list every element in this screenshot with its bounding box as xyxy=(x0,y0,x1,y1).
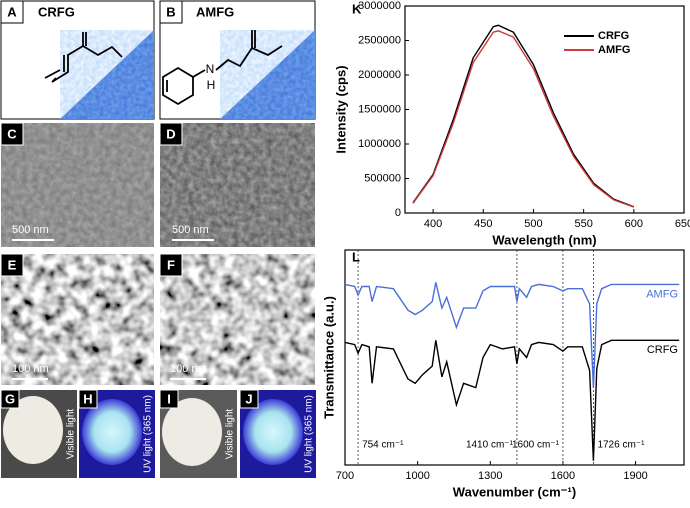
legend-label: AMFG xyxy=(598,44,630,56)
series-line xyxy=(344,339,680,461)
reference-label: 754 cm⁻¹ xyxy=(362,440,404,451)
y-tick-label: 2000000 xyxy=(358,69,401,81)
caption: UV light (365 nm) xyxy=(304,395,315,473)
panel-c: C 500 nm xyxy=(0,122,154,247)
surface-texture xyxy=(60,30,154,119)
y-tick-label: 0 xyxy=(395,207,401,219)
series-line xyxy=(412,30,635,208)
caption: UV light (365 nm) xyxy=(143,395,154,473)
x-tick-label: 400 xyxy=(424,218,442,230)
x-tick-label: 1300 xyxy=(478,470,502,482)
x-tick-label: 550 xyxy=(574,218,592,230)
panel-g: G Visible light xyxy=(0,389,77,478)
panel-h: H UV light (365 nm) xyxy=(78,389,155,478)
panel-label: D xyxy=(166,126,175,141)
x-tick-label: 700 xyxy=(336,470,354,482)
caption: Visible light xyxy=(225,409,236,460)
reference-label: 1410 cm⁻¹ xyxy=(466,440,514,451)
series-label: AMFG xyxy=(646,288,678,300)
y-axis-label: Intensity (cps) xyxy=(333,65,348,153)
reference-label: 1726 cm⁻¹ xyxy=(597,440,645,451)
y-axis-label: Transmittance (a.u.) xyxy=(321,296,336,419)
sample-name: CRFG xyxy=(38,4,75,19)
panel-label: G xyxy=(5,391,15,406)
panel-label: E xyxy=(8,257,17,272)
scale-label: 100 nm xyxy=(170,363,207,375)
x-tick-label: 1600 xyxy=(551,470,575,482)
panel-f: F 100 nm xyxy=(159,253,315,385)
structure xyxy=(166,30,283,92)
y-tick-label: 2500000 xyxy=(358,34,401,46)
panel-label: I xyxy=(167,391,171,406)
x-tick-label: 1000 xyxy=(405,470,429,482)
series-line xyxy=(344,282,680,388)
reference-label: 1600 cm⁻¹ xyxy=(512,440,560,451)
x-tick-label: 500 xyxy=(524,218,542,230)
atom-label: N xyxy=(206,62,215,76)
panel-label: H xyxy=(83,391,92,406)
x-axis-label: Wavelength (nm) xyxy=(492,232,596,247)
y-tick-label: 500000 xyxy=(364,172,401,184)
x-tick-label: 450 xyxy=(474,218,492,230)
caption: Visible light xyxy=(66,409,77,460)
y-tick-label: 1000000 xyxy=(358,138,401,150)
plot-frame xyxy=(404,5,685,214)
panel-i: I Visible light xyxy=(159,389,237,478)
panel-label: L xyxy=(352,249,360,264)
scale-label: 100 nm xyxy=(12,363,49,375)
x-tick-label: 1900 xyxy=(623,470,647,482)
structure xyxy=(44,32,123,83)
panel-a: A CRFG xyxy=(0,0,155,120)
panel-label: A xyxy=(7,4,17,19)
series-line xyxy=(412,24,635,208)
panel-b: B AMFG N H xyxy=(159,0,316,120)
series-label: CRFG xyxy=(647,344,678,356)
x-tick-label: 600 xyxy=(625,218,643,230)
x-axis-label: Wavenumber (cm⁻¹) xyxy=(453,484,576,499)
y-tick-label: 3000000 xyxy=(358,0,401,12)
legend-label: CRFG xyxy=(598,30,629,42)
panel-label: C xyxy=(7,126,17,141)
scale-label: 500 nm xyxy=(172,224,209,236)
atom-label: H xyxy=(207,78,216,92)
panel-label: F xyxy=(167,257,175,272)
panel-label: K xyxy=(352,1,362,16)
y-tick-label: 1500000 xyxy=(358,103,401,115)
scale-label: 500 nm xyxy=(12,224,49,236)
panel-e: E 100 nm xyxy=(0,253,154,385)
x-tick-label: 650 xyxy=(675,218,690,230)
panel-label: J xyxy=(245,391,252,406)
panel-j: J UV light (365 nm) xyxy=(239,389,316,478)
panel-d: D 500 nm xyxy=(159,122,315,247)
panel-label: B xyxy=(166,4,175,19)
sample-name: AMFG xyxy=(196,4,234,19)
surface-texture xyxy=(220,30,315,119)
plot-frame xyxy=(344,249,685,466)
